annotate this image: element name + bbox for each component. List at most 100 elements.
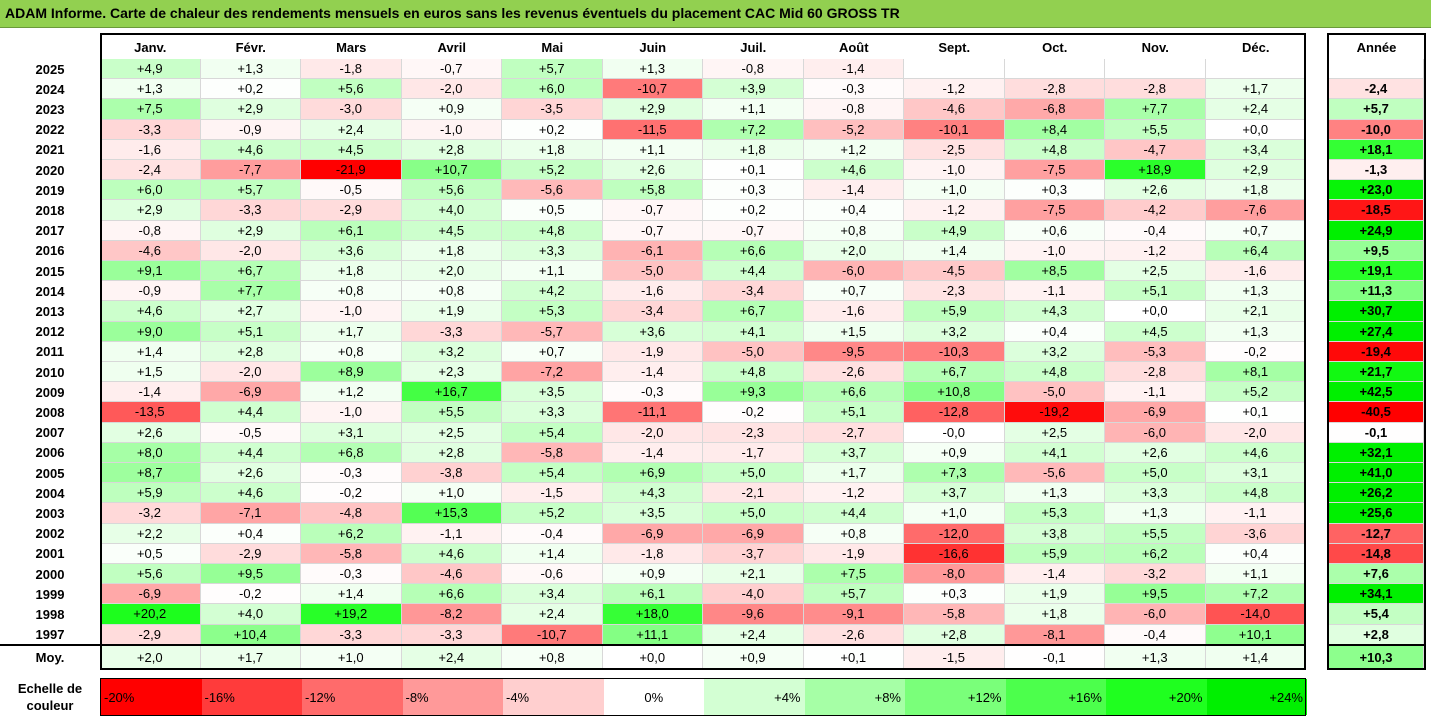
color-scale-swatch: +4% xyxy=(704,679,805,715)
heatmap-cell: -2,9 xyxy=(200,543,301,564)
heatmap-cell: -3,3 xyxy=(401,321,502,342)
heatmap-cell: -6,9 xyxy=(1105,402,1206,423)
heatmap-cell: -1,0 xyxy=(904,160,1005,181)
heatmap-cell: +0,8 xyxy=(803,523,904,544)
average-cell: +0,1 xyxy=(803,645,904,670)
heatmap-cell: -2,7 xyxy=(803,422,904,443)
heatmap-cell: +8,0 xyxy=(100,442,201,463)
heatmap-cell: +1,1 xyxy=(1205,564,1306,585)
heatmap-cell: -0,9 xyxy=(200,119,301,140)
heatmap-cell: +0,8 xyxy=(401,281,502,302)
year-label: 2010 xyxy=(35,364,65,380)
heatmap-cell: +5,5 xyxy=(401,402,502,423)
annual-cell: +41,0 xyxy=(1329,463,1424,484)
heatmap-cell: +1,7 xyxy=(1205,79,1306,100)
color-scale-swatch: -8% xyxy=(402,679,503,715)
heatmap-cell: +4,4 xyxy=(703,261,804,282)
heatmap-cell: +5,7 xyxy=(200,180,301,201)
heatmap-cell: +5,0 xyxy=(1105,463,1206,484)
heatmap-cell: -4,6 xyxy=(100,240,201,261)
heatmap-cell: +10,8 xyxy=(904,382,1005,403)
month-header: Avril xyxy=(437,39,466,55)
heatmap-cell: +7,3 xyxy=(904,463,1005,484)
annual-cell: +11,3 xyxy=(1329,281,1424,302)
heatmap-cell: -1,8 xyxy=(602,543,703,564)
month-header: Mai xyxy=(541,39,564,55)
heatmap-cell: -1,0 xyxy=(1004,240,1105,261)
heatmap-cell: +1,4 xyxy=(904,240,1005,261)
heatmap-cell: +4,4 xyxy=(200,442,301,463)
heatmap-cell: +2,6 xyxy=(1105,442,1206,463)
heatmap-cell: +2,9 xyxy=(200,220,301,241)
heatmap-cell: -0,9 xyxy=(100,281,201,302)
heatmap-cell: -2,3 xyxy=(904,281,1005,302)
year-label: 2007 xyxy=(35,425,65,441)
year-label: 1997 xyxy=(35,627,65,643)
year-label: 2001 xyxy=(35,546,65,562)
heatmap-cell: -1,1 xyxy=(1004,281,1105,302)
heatmap-cell: +4,6 xyxy=(200,483,301,504)
heatmap-cell: +0,2 xyxy=(200,79,301,100)
heatmap-cell: +3,5 xyxy=(502,382,603,403)
heatmap-cell: +3,3 xyxy=(1105,483,1206,504)
annual-cell: +7,6 xyxy=(1329,564,1424,585)
year-label: 2018 xyxy=(35,202,65,218)
heatmap-cell: +6,7 xyxy=(703,301,804,322)
heatmap-cell: -0,8 xyxy=(703,59,804,80)
heatmap-cell: -0,8 xyxy=(100,220,201,241)
heatmap-cell: +3,1 xyxy=(1205,463,1306,484)
year-label: 2019 xyxy=(35,182,65,198)
heatmap-cell: -4,2 xyxy=(1105,200,1206,221)
heatmap-cell: +6,6 xyxy=(703,240,804,261)
heatmap-cell: +5,6 xyxy=(401,180,502,201)
heatmap-cell: +2,5 xyxy=(401,422,502,443)
heatmap-cell: -0,2 xyxy=(301,483,402,504)
heatmap-cell: -5,2 xyxy=(803,119,904,140)
heatmap-cell: -3,2 xyxy=(100,503,201,524)
heatmap-cell: +1,3 xyxy=(1205,281,1306,302)
heatmap-cell: +4,8 xyxy=(502,220,603,241)
annual-cell: +5,4 xyxy=(1329,604,1424,625)
heatmap-cell: -4,8 xyxy=(301,503,402,524)
heatmap-cell: +2,9 xyxy=(602,99,703,120)
heatmap-cell: -0,7 xyxy=(703,220,804,241)
heatmap-cell: +2,6 xyxy=(602,160,703,181)
heatmap-cell: +4,6 xyxy=(200,139,301,160)
heatmap-cell: +1,8 xyxy=(301,261,402,282)
year-label: 2006 xyxy=(35,445,65,461)
heatmap-cell: +1,4 xyxy=(100,341,201,362)
heatmap-cell: -6,9 xyxy=(200,382,301,403)
heatmap-cell: -2,8 xyxy=(1105,362,1206,383)
heatmap-cell: +6,2 xyxy=(301,523,402,544)
heatmap-cell: +5,1 xyxy=(1105,281,1206,302)
annual-cell: +18,1 xyxy=(1329,139,1424,160)
average-cell: +2,4 xyxy=(401,645,502,670)
average-cell: +1,4 xyxy=(1205,645,1306,670)
heatmap-cell: -9,5 xyxy=(803,341,904,362)
heatmap-cell: +3,3 xyxy=(502,240,603,261)
heatmap-cell: +11,1 xyxy=(602,624,703,645)
year-label: 2014 xyxy=(35,283,65,299)
heatmap-cell: +5,8 xyxy=(602,180,703,201)
heatmap-cell: +3,6 xyxy=(301,240,402,261)
year-label: 2013 xyxy=(35,303,65,319)
heatmap-cell: -12,0 xyxy=(904,523,1005,544)
heatmap-cell: -6,9 xyxy=(100,584,201,605)
year-header: Année xyxy=(1356,39,1397,55)
average-row-label: Moy. xyxy=(35,650,65,666)
heatmap-cell: -1,8 xyxy=(301,59,402,80)
heatmap-cell: +3,9 xyxy=(703,79,804,100)
heatmap-cell: +0,8 xyxy=(301,341,402,362)
heatmap-cell: -14,0 xyxy=(1205,604,1306,625)
heatmap-cell: -5,6 xyxy=(1004,463,1105,484)
heatmap-cell: -0,2 xyxy=(1205,341,1306,362)
average-cell: +0,0 xyxy=(602,645,703,670)
heatmap-cell: +2,5 xyxy=(1004,422,1105,443)
year-label: 2016 xyxy=(35,243,65,259)
annual-cell: -18,5 xyxy=(1329,200,1424,221)
heatmap-cell: -0,7 xyxy=(401,59,502,80)
heatmap-cell: -2,6 xyxy=(803,362,904,383)
heatmap-cell: -5,6 xyxy=(502,180,603,201)
year-label: 1998 xyxy=(35,606,65,622)
heatmap-cell: -5,0 xyxy=(703,341,804,362)
